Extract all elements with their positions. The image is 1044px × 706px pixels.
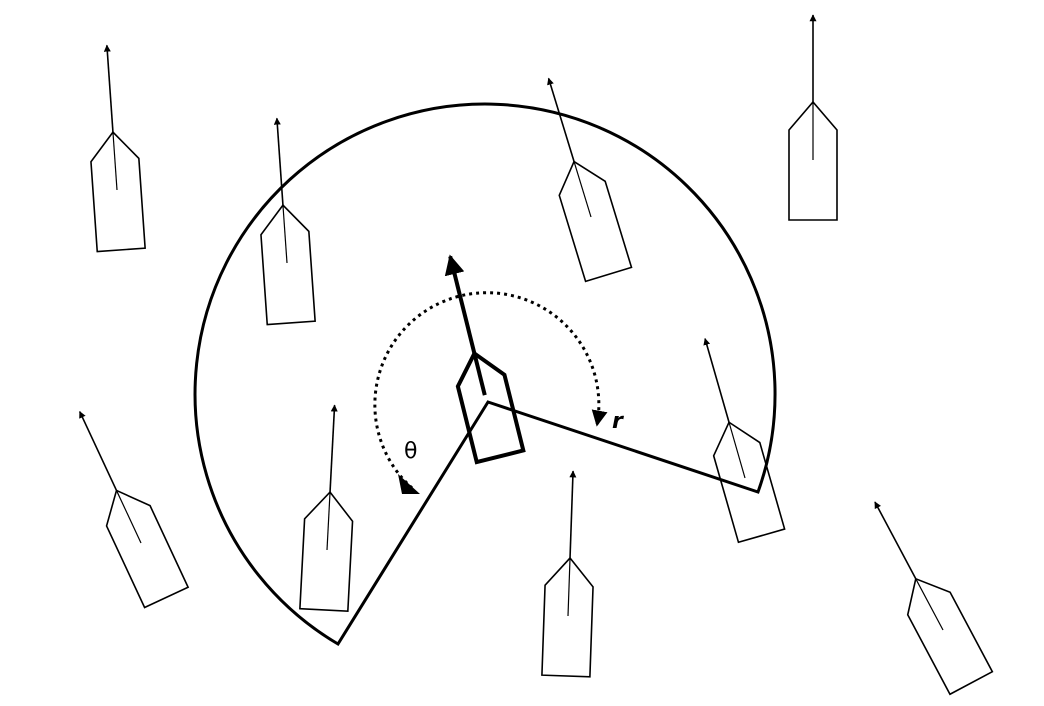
neighbor-boat-hull: [541, 556, 594, 678]
angle-arc: [373, 291, 608, 490]
neighbor-boat-centerline: [915, 578, 944, 631]
neighbor-boat-centerline: [567, 558, 571, 617]
neighbor-boat-centerline: [326, 492, 331, 551]
theta-label: θ: [404, 439, 417, 464]
neighbor-boat: [299, 404, 354, 613]
focal-boat-heading-arrow: [444, 254, 487, 396]
neighbor-boat-hull: [299, 490, 354, 613]
neighbor-boat-heading-arrow: [103, 44, 114, 133]
neighbor-boat-centerline: [282, 205, 288, 264]
focal-boat-hull: [455, 350, 526, 465]
neighbor-boat-heading-arrow: [78, 410, 118, 491]
neighbor-boat: [547, 77, 633, 283]
neighbor-boat: [788, 14, 838, 221]
angle-arc-arrowhead-left: [398, 474, 420, 494]
neighbor-boat-centerline: [573, 161, 592, 218]
neighbor-boat-centerline: [112, 132, 118, 191]
neighbor-boat-heading-arrow: [874, 501, 917, 580]
neighbor-boat-centerline: [115, 490, 142, 544]
neighbor-boat-heading-arrow: [329, 404, 338, 493]
neighbor-boat-hull: [90, 130, 146, 253]
perception-zone-boundary: [193, 102, 777, 647]
neighbor-boat-heading-arrow: [703, 337, 730, 423]
neighbor-boat-heading-arrow: [547, 77, 575, 162]
neighbor-boat: [260, 117, 316, 326]
neighbor-boat-hull: [558, 160, 633, 283]
neighbor-boat-centerline: [728, 422, 746, 479]
neighbor-boat: [703, 337, 786, 544]
neighbor-boat: [90, 44, 146, 253]
neighbor-boat-hull: [712, 421, 786, 544]
neighbor-boat: [78, 410, 190, 609]
neighbor-boat: [874, 501, 994, 696]
neighbor-boat-hull: [788, 100, 838, 221]
r-label: r: [612, 409, 624, 434]
neighbor-boat: [541, 470, 594, 678]
neighbor-boat-hull: [105, 489, 190, 609]
neighbor-boat-hull: [906, 577, 994, 696]
neighbor-boat-heading-arrow: [273, 117, 284, 206]
neighbor-boat-heading-arrow: [569, 470, 577, 559]
neighbor-boat-hull: [260, 203, 316, 326]
focal-boat: [444, 254, 526, 465]
